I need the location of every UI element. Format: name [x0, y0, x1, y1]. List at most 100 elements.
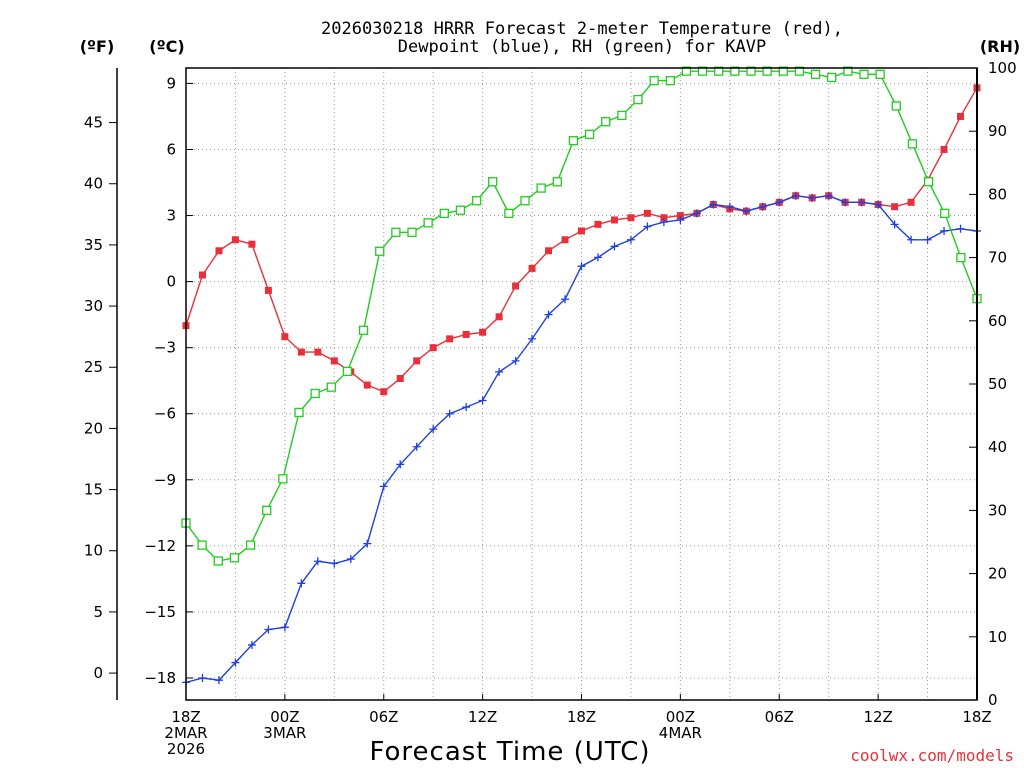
rh-point: [746, 66, 756, 76]
fahrenheit-tick-label: 25: [84, 358, 103, 376]
temperature-point: [957, 112, 965, 120]
rh-point: [213, 556, 223, 566]
rh-tick-label: 10: [988, 628, 1007, 646]
temperature-point: [297, 348, 305, 356]
temperature-point: [281, 333, 289, 341]
celsius-tick-label: −12: [144, 537, 176, 555]
x-tick-label: 00Z: [666, 708, 695, 726]
dewpoint-point: [445, 409, 454, 418]
rh-point: [730, 66, 740, 76]
rh-point: [197, 540, 207, 550]
dewpoint-point: [379, 482, 388, 491]
temperature-point: [594, 220, 602, 228]
dewpoint-point: [676, 215, 685, 224]
x-tick-label: 18Z: [567, 708, 596, 726]
dewpoint-point: [791, 191, 800, 200]
x-tick-label: 00Z: [270, 708, 299, 726]
temperature-point: [512, 282, 520, 290]
rh-tick-label: 60: [988, 312, 1007, 330]
rh-point: [520, 196, 530, 206]
dewpoint-point: [808, 193, 817, 202]
dewpoint-point: [742, 207, 751, 216]
rh-point: [358, 325, 369, 335]
dewpoint-point: [247, 640, 256, 649]
rh-point: [471, 196, 482, 206]
temperature-point: [462, 330, 470, 338]
dewpoint-point: [956, 224, 965, 233]
rh-point: [875, 69, 885, 79]
rh-point: [488, 177, 498, 187]
dewpoint-point: [429, 425, 438, 434]
temperature-point: [446, 335, 454, 343]
temperature-point: [676, 212, 684, 220]
rh-point: [407, 227, 417, 237]
rh-point: [827, 72, 837, 83]
x-tick-label: 06Z: [369, 708, 398, 726]
x-tick-label: 2026: [167, 740, 205, 758]
rh-point: [714, 66, 724, 76]
fahrenheit-tick-label: 15: [84, 481, 103, 499]
celsius-unit-label: (ºC): [149, 37, 184, 56]
dewpoint-point: [659, 218, 668, 227]
rh-point: [617, 110, 627, 121]
celsius-tick-label: −15: [144, 603, 176, 621]
rh-point: [310, 388, 320, 399]
dewpoint-point: [593, 253, 602, 262]
rh-point: [697, 66, 708, 76]
rh-point: [778, 66, 788, 76]
dewpoint-point: [775, 198, 784, 207]
rh-point: [859, 69, 869, 79]
rh-point: [342, 366, 353, 377]
temperature-point: [643, 209, 651, 217]
rh-tick-label: 70: [988, 249, 1007, 267]
rh-tick-label: 50: [988, 375, 1007, 393]
data-series: [181, 66, 982, 687]
temperature-point: [627, 214, 635, 222]
rh-point: [504, 208, 514, 219]
x-tick-label: 4MAR: [659, 724, 702, 742]
rh-point: [584, 129, 595, 140]
chart-title-line: Dewpoint (blue), RH (green) for KAVP: [398, 37, 766, 57]
rh-point: [810, 69, 821, 79]
temperature-point: [660, 214, 668, 222]
dewpoint-point: [511, 356, 520, 365]
dewpoint-point: [297, 579, 306, 588]
rh-point: [552, 177, 562, 187]
celsius-tick-label: −6: [154, 405, 176, 423]
dewpoint-point: [462, 403, 471, 412]
temperature-point: [380, 388, 388, 396]
dewpoint-point: [923, 235, 932, 244]
dewpoint-point: [643, 222, 652, 231]
dewpoint-point: [231, 658, 240, 667]
x-axis-label: Forecast Time (UTC): [369, 737, 650, 767]
rh-point: [633, 94, 643, 105]
celsius-tick-label: 3: [166, 207, 176, 225]
fahrenheit-tick-label: 20: [84, 419, 103, 437]
dewpoint-point: [346, 555, 355, 564]
rh-point: [245, 540, 256, 550]
temperature-point: [578, 227, 585, 235]
rh-tick-label: 90: [988, 122, 1007, 140]
fahrenheit-tick-label: 40: [84, 175, 103, 193]
dewpoint-point: [725, 202, 734, 211]
x-tick-label: 3MAR: [263, 724, 306, 742]
rh-point: [262, 505, 272, 516]
dewpoint-point: [313, 557, 322, 566]
x-tick-label: 2MAR: [164, 724, 207, 742]
rh-point: [536, 183, 546, 193]
rh-tick-label: 100: [988, 59, 1017, 77]
fahrenheit-unit-label: (ºF): [80, 37, 115, 56]
dewpoint-point: [610, 242, 619, 251]
dewpoint-point: [857, 198, 866, 207]
rh-point: [940, 208, 950, 219]
dewpoint-point: [396, 460, 405, 469]
rh-point: [423, 218, 433, 228]
x-tick-label: 06Z: [765, 708, 794, 726]
temperature-point: [314, 348, 322, 356]
rh-tick-label: 20: [988, 565, 1007, 583]
temperature-point: [413, 357, 421, 365]
rh-point: [439, 208, 449, 219]
celsius-tick-label: −18: [144, 669, 176, 687]
temperature-point: [528, 264, 536, 272]
